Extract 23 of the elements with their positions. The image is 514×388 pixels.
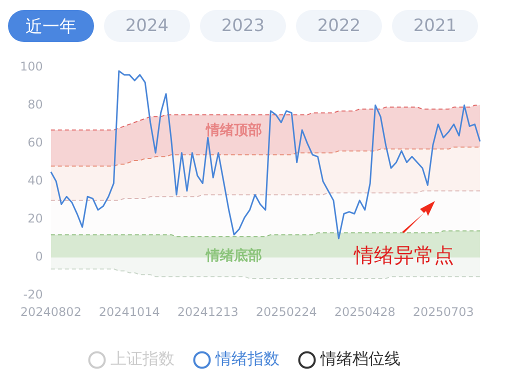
y-tick-label: -20 <box>23 288 43 302</box>
x-tick-label: 20240802 <box>20 304 82 319</box>
legend-label: 情绪指数 <box>214 349 280 368</box>
x-tick-label: 20250703 <box>412 304 474 319</box>
text: 近一年 <box>8 10 94 42</box>
y-tick-label: 60 <box>28 135 43 150</box>
y-tick-label: 100 <box>20 59 43 74</box>
text: 2021 <box>392 10 478 42</box>
annotation: 情绪底部 <box>205 247 262 264</box>
x-tick-label: 20250428 <box>334 304 396 319</box>
y-tick-label: 20 <box>28 212 43 226</box>
annotation: 情绪异常点 <box>354 242 454 269</box>
legend-label: 情绪档位线 <box>320 349 400 368</box>
y-tick-label: 0 <box>35 250 43 264</box>
y-tick-label: 80 <box>28 97 43 112</box>
x-tick-label: 20241213 <box>177 304 238 319</box>
annotation: 情绪顶部 <box>205 121 262 138</box>
text: 2022 <box>296 10 382 42</box>
x-tick-label: 20241014 <box>98 304 160 319</box>
x-tick-label: 20250224 <box>256 304 317 319</box>
y-tick-label: 40 <box>28 174 43 188</box>
text: 2023 <box>200 10 286 42</box>
text: 2024 <box>104 10 190 42</box>
